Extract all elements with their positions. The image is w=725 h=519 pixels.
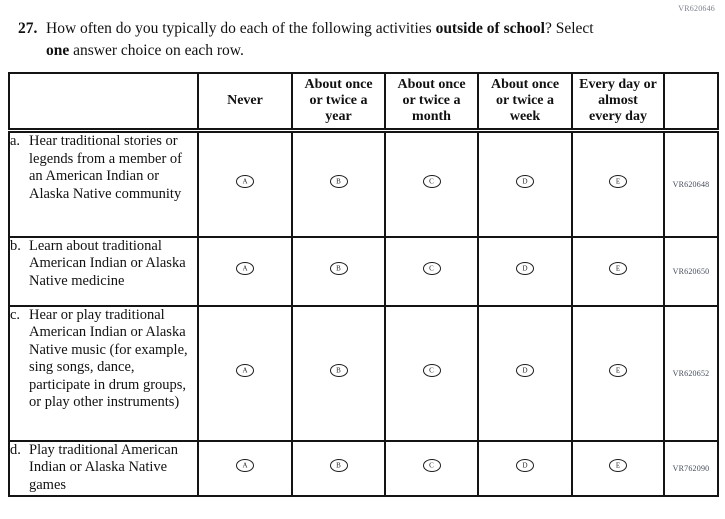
code-header-cell <box>663 72 719 133</box>
question-text-bold: outside of school <box>435 20 545 37</box>
question-text-segment: answer choice on each row. <box>69 42 244 59</box>
table-row-c: c. Hear or play traditional American Ind… <box>8 304 719 442</box>
row-text: Learn about traditional American Indian … <box>29 237 186 289</box>
answer-bubble-never[interactable]: A <box>236 459 254 472</box>
table-row-a: a. Hear traditional stories or legends f… <box>8 129 719 238</box>
option-cell-every-day: E <box>571 304 665 442</box>
option-cell-once-month: C <box>384 439 479 497</box>
option-cell-once-week: D <box>477 235 573 307</box>
row-code: VR620652 <box>663 304 719 442</box>
option-cell-every-day: E <box>571 129 665 238</box>
option-cell-once-week: D <box>477 439 573 497</box>
row-code: VR620650 <box>663 235 719 307</box>
option-cell-once-month: C <box>384 129 479 238</box>
answer-bubble-never[interactable]: A <box>236 364 254 377</box>
row-letter: d. <box>10 441 21 458</box>
table-row-d: d. Play traditional American Indian or A… <box>8 439 719 497</box>
column-header-once-month: About once or twice a month <box>384 72 479 133</box>
answer-bubble-every-day[interactable]: E <box>609 262 627 275</box>
row-letter: c. <box>10 306 21 323</box>
header-row: Never About once or twice a year About o… <box>8 72 719 133</box>
option-cell-once-year: B <box>291 129 386 238</box>
survey-matrix-table: Never About once or twice a year About o… <box>8 72 719 497</box>
answer-bubble-once-month[interactable]: C <box>422 459 441 472</box>
row-letter: b. <box>10 237 21 254</box>
answer-bubble-never[interactable]: A <box>236 175 254 189</box>
column-header-once-week: About once or twice a week <box>477 72 573 133</box>
answer-bubble-once-month[interactable]: C <box>422 175 441 189</box>
row-text: Play traditional American Indian or Alas… <box>29 441 178 493</box>
row-text: Hear or play traditional American Indian… <box>29 306 188 411</box>
answer-bubble-once-year[interactable]: B <box>329 459 348 472</box>
answer-bubble-once-year[interactable]: B <box>329 364 348 377</box>
option-cell-once-year: B <box>291 439 386 497</box>
option-cell-once-week: D <box>477 129 573 238</box>
option-cell-every-day: E <box>571 439 665 497</box>
answer-bubble-once-month[interactable]: C <box>422 262 441 275</box>
answer-bubble-once-week[interactable]: D <box>516 262 534 275</box>
answer-bubble-every-day[interactable]: E <box>609 175 627 189</box>
question-number: 27. <box>18 20 38 37</box>
answer-bubble-once-week[interactable]: D <box>516 459 534 472</box>
question-text: How often do you typically do each of th… <box>46 18 668 62</box>
option-cell-never: A <box>197 304 293 442</box>
question-text-segment: ? Select <box>544 20 594 37</box>
answer-bubble-once-year[interactable]: B <box>329 175 348 189</box>
option-cell-every-day: E <box>571 235 665 307</box>
row-letter: a. <box>10 133 21 149</box>
row-stem: b. Learn about traditional American Indi… <box>8 235 199 307</box>
option-cell-once-year: B <box>291 235 386 307</box>
table-row-b: b. Learn about traditional American Indi… <box>8 235 719 307</box>
answer-bubble-every-day[interactable]: E <box>609 364 627 377</box>
row-code: VR620648 <box>663 129 719 238</box>
option-cell-once-year: B <box>291 304 386 442</box>
answer-bubble-once-week[interactable]: D <box>516 364 534 377</box>
row-code: VR762090 <box>663 439 719 497</box>
page-code: VR620646 <box>678 4 715 13</box>
option-cell-never: A <box>197 439 293 497</box>
answer-bubble-once-week[interactable]: D <box>516 175 534 189</box>
row-text: Hear traditional stories or legends from… <box>29 133 183 202</box>
question-block: 27. How often do you typically do each o… <box>18 18 668 62</box>
answer-bubble-never[interactable]: A <box>236 262 254 275</box>
column-header-once-year: About once or twice a year <box>291 72 386 133</box>
stem-header-cell <box>8 72 199 133</box>
question-text-segment: How often do you typically do each of th… <box>46 20 436 37</box>
option-cell-never: A <box>197 129 293 238</box>
column-header-never: Never <box>197 72 293 133</box>
answer-bubble-once-year[interactable]: B <box>329 262 348 275</box>
row-stem: a. Hear traditional stories or legends f… <box>8 129 199 238</box>
question-text-bold: one <box>46 42 70 59</box>
row-stem: d. Play traditional American Indian or A… <box>8 439 199 497</box>
option-cell-once-week: D <box>477 304 573 442</box>
answer-bubble-every-day[interactable]: E <box>609 459 627 472</box>
option-cell-once-month: C <box>384 235 479 307</box>
row-stem: c. Hear or play traditional American Ind… <box>8 304 199 442</box>
option-cell-once-month: C <box>384 304 479 442</box>
column-header-every-day: Every day or almost every day <box>571 72 665 133</box>
option-cell-never: A <box>197 235 293 307</box>
answer-bubble-once-month[interactable]: C <box>422 364 441 377</box>
